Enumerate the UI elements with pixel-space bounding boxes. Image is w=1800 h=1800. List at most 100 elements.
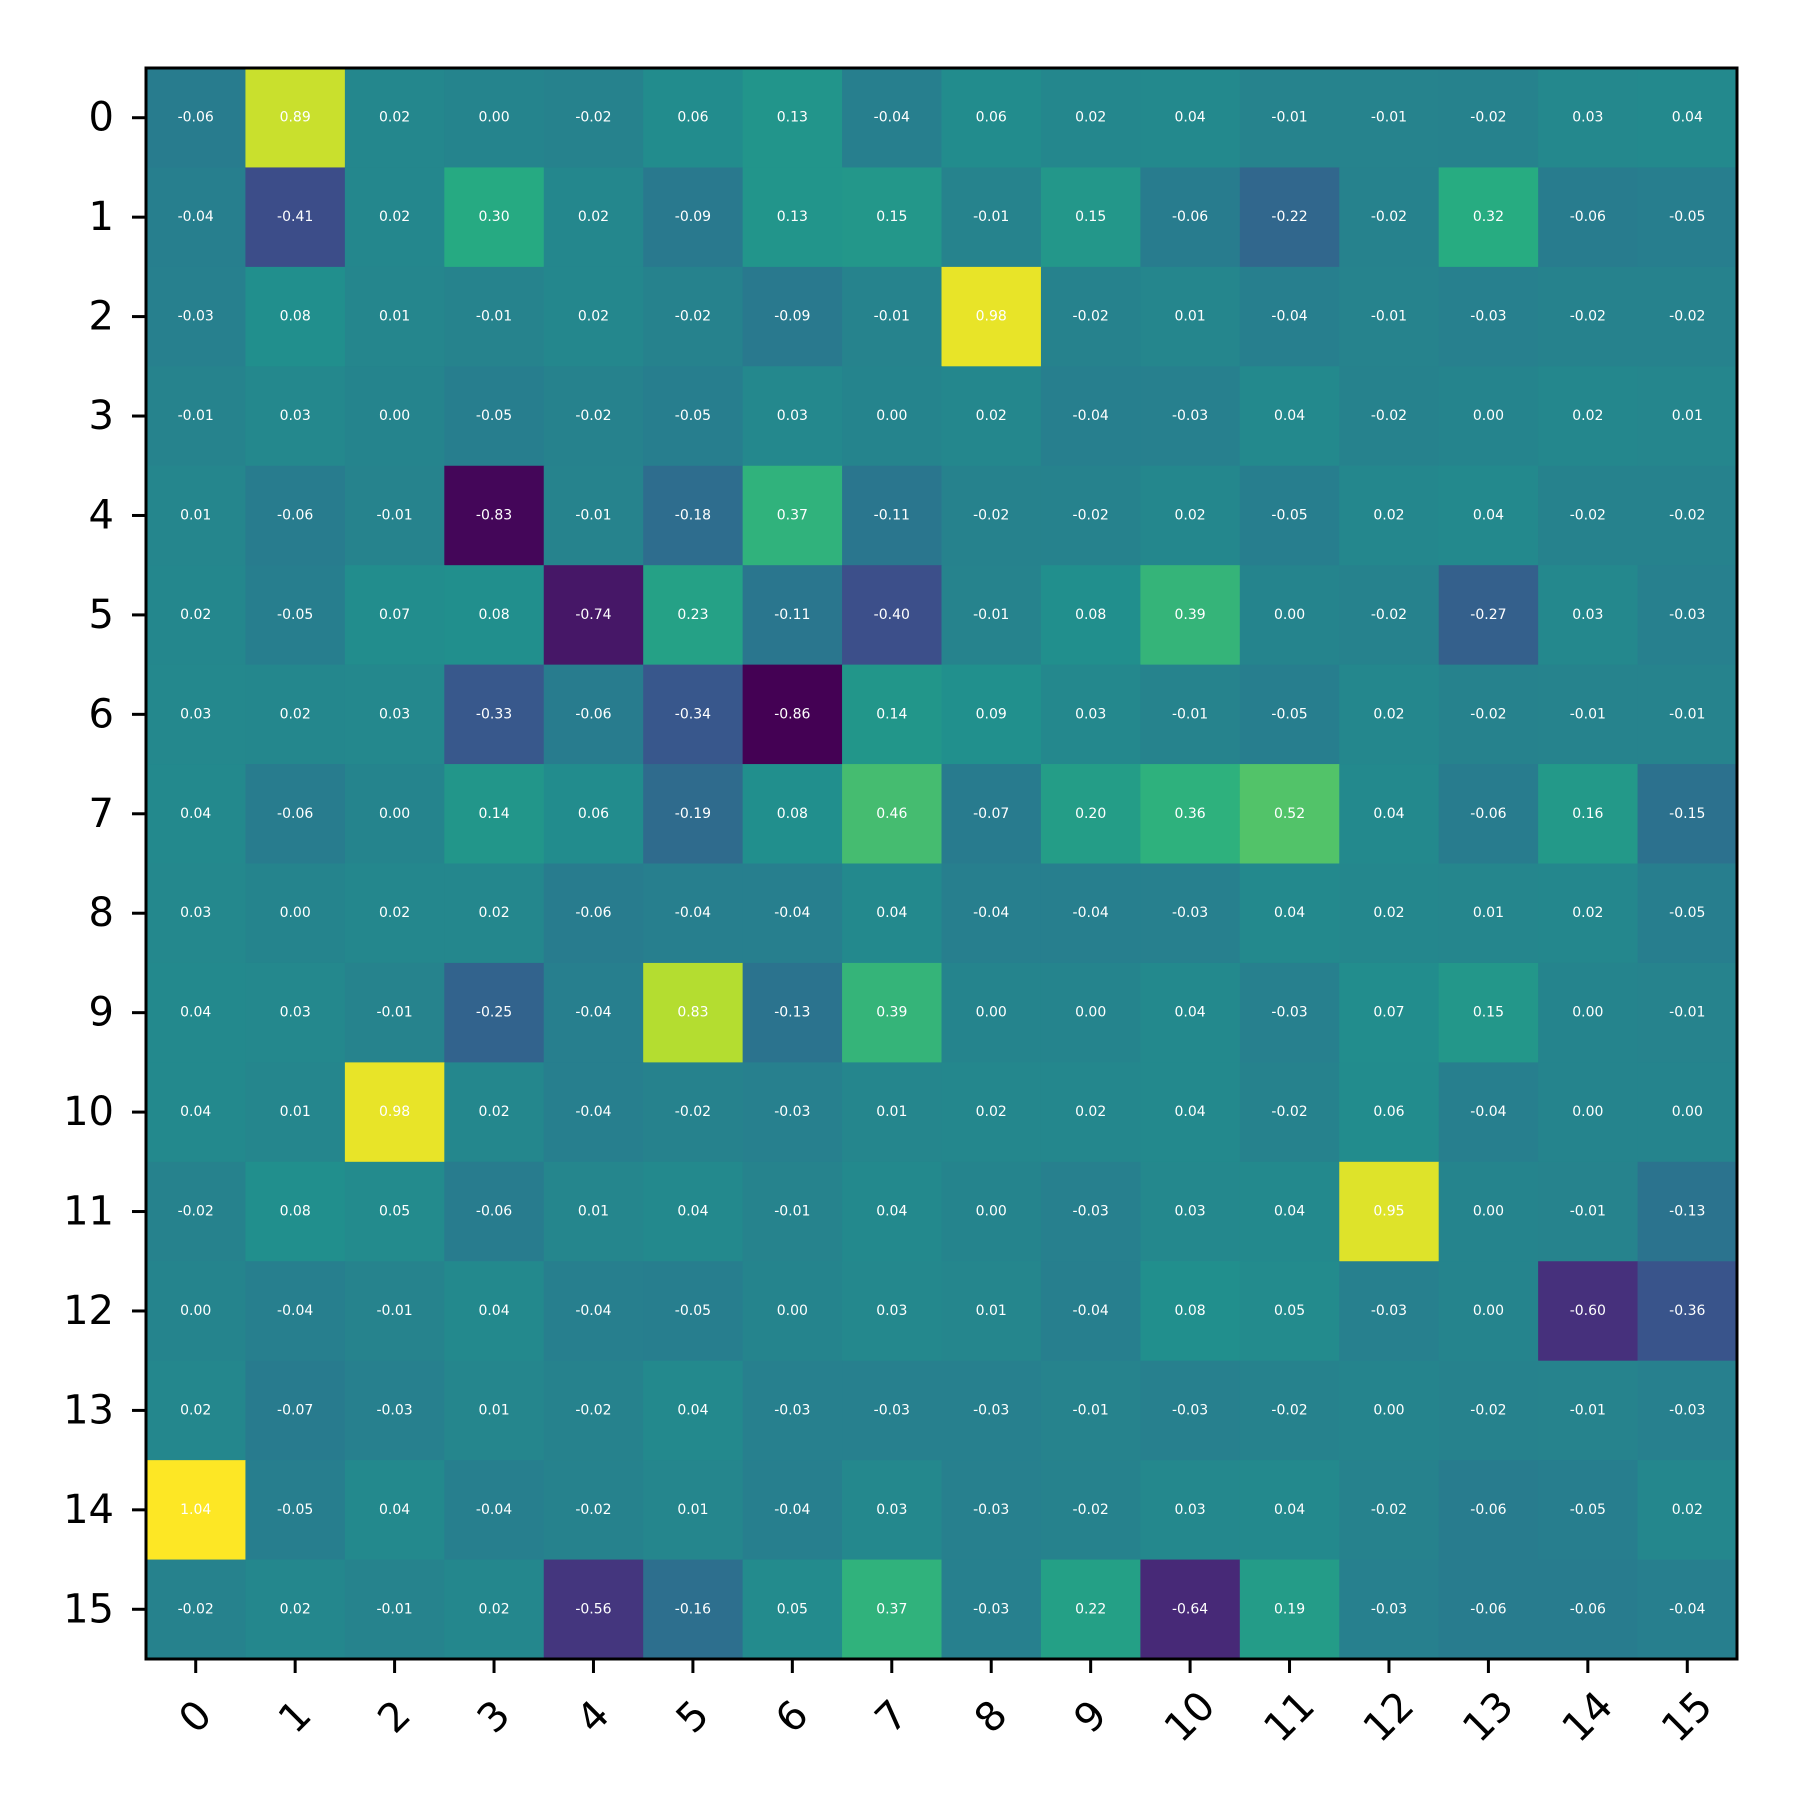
cell-value-label: 0.04 [876, 1204, 907, 1220]
heatmap-cell [1538, 664, 1639, 765]
cell-value-label: -0.01 [774, 1204, 810, 1220]
cell-value-label: -0.02 [1073, 1502, 1109, 1518]
heatmap-cell [1538, 366, 1639, 467]
cell-value-label: 0.02 [1373, 905, 1404, 921]
heatmap-cell [842, 664, 943, 765]
y-tick-label: 2 [89, 294, 114, 340]
heatmap-cell [1538, 266, 1639, 367]
heatmap-cell [1538, 863, 1639, 964]
heatmap-cell [344, 664, 445, 765]
heatmap-cell [941, 465, 1042, 566]
cell-value-label: 0.03 [876, 1303, 907, 1319]
cell-value-label: 0.03 [180, 706, 211, 722]
heatmap-cell [1140, 1062, 1241, 1163]
heatmap-cell [742, 1559, 843, 1660]
heatmap-cell [643, 266, 744, 367]
cell-value-label: 0.04 [677, 1204, 708, 1220]
x-tick-label: 10 [1156, 1683, 1225, 1752]
cell-value-label: -0.40 [874, 607, 910, 623]
heatmap-cell [444, 465, 545, 566]
heatmap-cell [146, 962, 247, 1063]
heatmap-cell [1637, 366, 1738, 467]
cell-value-label: 0.00 [876, 408, 907, 424]
cell-value-label: 0.03 [777, 408, 808, 424]
heatmap-cell [1239, 465, 1340, 566]
cell-value-label: -0.01 [1172, 706, 1208, 722]
heatmap-cell [245, 962, 346, 1063]
cell-value-label: 0.00 [1373, 1402, 1404, 1418]
cell-value-label: -0.03 [973, 1502, 1009, 1518]
heatmap-cell [245, 366, 346, 467]
cell-value-label: 0.39 [1175, 607, 1206, 623]
cell-value-label: -0.36 [1669, 1303, 1705, 1319]
cell-value-label: 0.01 [379, 309, 410, 325]
cell-value-label: 0.06 [1373, 1104, 1404, 1120]
cell-value-label: 0.02 [578, 309, 609, 325]
cell-value-label: -0.03 [874, 1402, 910, 1418]
heatmap-cell [146, 1360, 247, 1461]
cell-value-label: 0.02 [180, 607, 211, 623]
heatmap-cell [1637, 664, 1738, 765]
cell-value-label: 1.04 [180, 1502, 211, 1518]
heatmap-cell [444, 167, 545, 268]
heatmap-cell [1339, 465, 1440, 566]
heatmap-cell [444, 764, 545, 865]
heatmap-cell [1239, 366, 1340, 467]
cell-value-label: -0.02 [1073, 507, 1109, 523]
heatmap-cell [444, 68, 545, 169]
heatmap-cell [941, 1161, 1042, 1262]
cell-value-label: -0.03 [973, 1601, 1009, 1617]
heatmap-cell [1339, 1360, 1440, 1461]
heatmap-cell [1438, 664, 1539, 765]
cell-value-label: 0.03 [1175, 1204, 1206, 1220]
heatmap-cell [742, 68, 843, 169]
heatmap-cell [1438, 764, 1539, 865]
heatmap-cell [543, 962, 644, 1063]
cell-value-label: -0.04 [774, 905, 810, 921]
heatmap-cell [1040, 167, 1141, 268]
cell-value-label: 0.00 [478, 110, 509, 126]
cell-value-label: 0.14 [876, 706, 907, 722]
x-tick-label: 7 [867, 1692, 918, 1743]
heatmap-cell [941, 1062, 1042, 1163]
heatmap-cell [842, 764, 943, 865]
heatmap-cell [543, 167, 644, 268]
cell-value-label: 0.03 [1572, 607, 1603, 623]
heatmap-cell [1438, 465, 1539, 566]
cell-value-label: -0.03 [1172, 905, 1208, 921]
heatmap-cell [1140, 1360, 1241, 1461]
heatmap-cell [245, 1559, 346, 1660]
heatmap-cell [1040, 764, 1141, 865]
cell-value-label: -0.02 [1470, 706, 1506, 722]
cell-value-label: -0.01 [874, 309, 910, 325]
heatmap-cell [1339, 863, 1440, 964]
cell-value-label: 0.05 [1274, 1303, 1305, 1319]
heatmap-cell [742, 962, 843, 1063]
cell-value-label: 0.03 [379, 706, 410, 722]
x-tick-label: 11 [1255, 1683, 1324, 1752]
cell-value-label: 0.83 [677, 1005, 708, 1021]
heatmap-cell [1140, 962, 1241, 1063]
heatmap-cell [1438, 366, 1539, 467]
heatmap-cell [1140, 465, 1241, 566]
heatmap-cell [1140, 1559, 1241, 1660]
heatmap-cell [146, 565, 247, 666]
heatmap-cell [842, 68, 943, 169]
heatmap-cell [1140, 664, 1241, 765]
heatmap-cell [842, 167, 943, 268]
x-tick-label: 9 [1065, 1692, 1116, 1743]
heatmap-cell [742, 366, 843, 467]
heatmap-cell [1040, 1360, 1141, 1461]
heatmap-cell [842, 1360, 943, 1461]
cell-value-label: 0.13 [777, 110, 808, 126]
cell-value-label: -0.01 [1371, 309, 1407, 325]
heatmap-cell [941, 68, 1042, 169]
cell-value-label: 0.14 [478, 806, 509, 822]
heatmap-cell [941, 664, 1042, 765]
cell-value-label: -0.06 [1172, 209, 1208, 225]
heatmap-cell [1637, 764, 1738, 865]
cell-value-label: 0.00 [777, 1303, 808, 1319]
heatmap-cell [941, 266, 1042, 367]
heatmap-cell [1140, 863, 1241, 964]
